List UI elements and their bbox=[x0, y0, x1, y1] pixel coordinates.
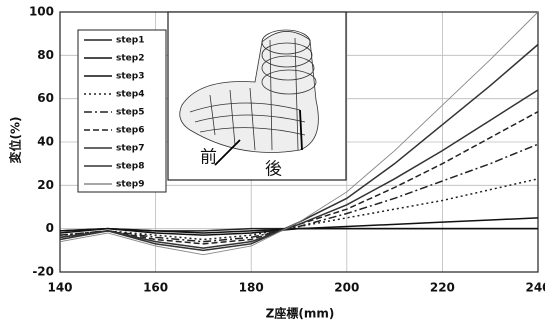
legend-label: step1 bbox=[116, 36, 144, 46]
y-axis-label: 変位(%) bbox=[8, 117, 23, 164]
y-tick-label: 100 bbox=[29, 5, 54, 19]
y-tick-label: 0 bbox=[46, 221, 54, 235]
y-tick-label: 20 bbox=[37, 178, 54, 192]
y-tick-label: -20 bbox=[32, 265, 54, 279]
legend-label: step9 bbox=[116, 180, 144, 190]
x-tick-label: 220 bbox=[430, 281, 455, 295]
x-tick-label: 140 bbox=[47, 281, 72, 295]
y-tick-label: 60 bbox=[37, 91, 54, 105]
legend-label: step7 bbox=[116, 144, 144, 154]
legend-label: step5 bbox=[116, 108, 144, 118]
annotation: 前 bbox=[200, 148, 217, 168]
x-axis-label: Z座標(mm) bbox=[266, 306, 335, 321]
legend-label: step2 bbox=[116, 54, 144, 64]
x-tick-label: 240 bbox=[525, 281, 545, 295]
x-tick-label: 160 bbox=[143, 281, 168, 295]
chart: 前 後 step1step2step3step4step5step6step7s… bbox=[0, 0, 545, 327]
y-tick-label: 80 bbox=[37, 48, 54, 62]
legend-label: step6 bbox=[116, 126, 144, 136]
legend-label: step8 bbox=[116, 162, 144, 172]
annotation: 後 bbox=[265, 160, 282, 180]
y-tick-label: 40 bbox=[37, 135, 54, 149]
legend-label: step3 bbox=[116, 72, 144, 82]
x-tick-label: 180 bbox=[239, 281, 264, 295]
x-tick-label: 200 bbox=[334, 281, 359, 295]
legend-label: step4 bbox=[116, 90, 144, 100]
legend: step1 step2 step3 step4 step5 step6 step7 step8… bbox=[78, 30, 166, 192]
inset-image: 前 後 bbox=[168, 12, 346, 180]
